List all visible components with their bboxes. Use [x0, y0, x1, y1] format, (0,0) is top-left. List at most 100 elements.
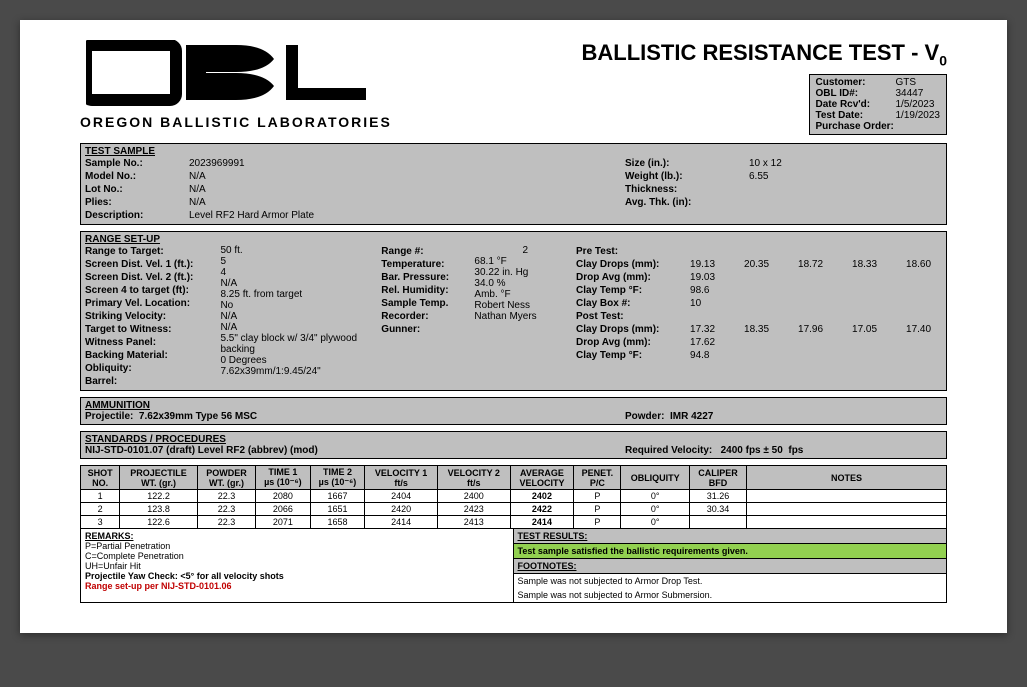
- header: OREGON BALLISTIC LABORATORIES BALLISTIC …: [80, 40, 947, 135]
- post-temp-value: 94.8: [690, 349, 709, 362]
- desc-label: Description:: [85, 209, 185, 222]
- sample-no-label: Sample No.:: [85, 157, 185, 170]
- pre-avg-label: Drop Avg (mm):: [576, 271, 686, 284]
- table-cell: 22.3: [197, 503, 255, 516]
- table-cell: [747, 490, 947, 503]
- range-setup-section: RANGE SET-UP Range to Target: Screen Dis…: [80, 231, 947, 391]
- post-drops-values: 17.3218.3517.9617.0517.40: [690, 323, 942, 336]
- obl-id-value: 34447: [896, 88, 924, 99]
- posttest-label: Post Test:: [576, 310, 686, 323]
- table-cell: 22.3: [197, 516, 255, 529]
- witness-label: Target to Witness:: [85, 323, 171, 336]
- table-row: 3122.622.320711658241424132414P0°: [81, 516, 947, 529]
- logo-block: OREGON BALLISTIC LABORATORIES: [80, 40, 392, 130]
- table-cell: P: [574, 516, 621, 529]
- table-cell: 30.34: [689, 503, 746, 516]
- powder-value: IMR 4227: [670, 411, 713, 422]
- table-cell: 31.26: [689, 490, 746, 503]
- obl-logo-icon: [86, 40, 386, 110]
- results-box: TEST RESULTS: Test sample satisfied the …: [514, 529, 947, 602]
- model-value: N/A: [189, 170, 206, 183]
- col-vel2: VELOCITY 2ft/s: [437, 466, 510, 490]
- table-cell: 1667: [310, 490, 365, 503]
- table-cell: 2: [81, 503, 120, 516]
- table-cell: 2422: [510, 503, 574, 516]
- ammunition-section: AMMUNITION Projectile: 7.62x39mm Type 56…: [80, 397, 947, 425]
- table-cell: 0°: [621, 490, 690, 503]
- size-value: 10 x 12: [749, 157, 782, 170]
- table-cell: 2414: [510, 516, 574, 529]
- remarks-header: REMARKS:: [85, 531, 509, 541]
- standards-text: NIJ-STD-0101.07 (draft) Level RF2 (abbre…: [85, 445, 625, 456]
- pretest-label: Pre Test:: [576, 245, 686, 258]
- obliq-label: Obliquity:: [85, 362, 132, 375]
- size-label: Size (in.):: [625, 157, 745, 170]
- test-date-label: Test Date:: [816, 110, 896, 121]
- customer-value: GTS: [896, 77, 917, 88]
- date-rcvd-value: 1/5/2023: [896, 99, 935, 110]
- sampt-label: Sample Temp.: [381, 297, 448, 310]
- model-label: Model No.:: [85, 170, 185, 183]
- lot-value: N/A: [189, 183, 206, 196]
- backing-label: Backing Material:: [85, 349, 168, 362]
- avgthk-label: Avg. Thk. (in):: [625, 196, 745, 209]
- pre-drops-label: Clay Drops (mm):: [576, 258, 686, 271]
- hum-label: Rel. Humidity:: [381, 284, 448, 297]
- sd1-label: Screen Dist. Vel. 1 (ft.):: [85, 258, 193, 271]
- plies-label: Plies:: [85, 196, 185, 209]
- col-shot: SHOTNO.: [81, 466, 120, 490]
- sd2-label: Screen Dist. Vel. 2 (ft.):: [85, 271, 193, 284]
- pvl-value: 8.25 ft. from target: [220, 289, 381, 300]
- page-title: BALLISTIC RESISTANCE TEST - V0: [581, 40, 947, 68]
- range-title: RANGE SET-UP: [85, 234, 942, 245]
- thickness-label: Thickness:: [625, 183, 745, 196]
- reqvel-label: Required Velocity:: [625, 445, 712, 456]
- col-time1: TIME 1µs (10⁻⁶): [256, 466, 311, 490]
- table-cell: [747, 516, 947, 529]
- obl-id-label: OBL ID#:: [816, 88, 896, 99]
- table-cell: 1: [81, 490, 120, 503]
- hum-value: 34.0: [474, 278, 493, 289]
- table-cell: 2071: [256, 516, 311, 529]
- temp-unit: °F: [497, 256, 507, 267]
- obliq-value: 0 Degrees: [220, 355, 381, 366]
- sd1-value: 5: [220, 256, 381, 267]
- weight-value: 6.55: [749, 170, 768, 183]
- title-block: BALLISTIC RESISTANCE TEST - V0 Customer:…: [581, 40, 947, 135]
- pre-temp-value: 98.6: [690, 284, 709, 297]
- reqvel-tol: ± 50: [763, 445, 782, 456]
- footnotes-header: FOOTNOTES:: [514, 558, 947, 574]
- desc-value: Level RF2 Hard Armor Plate: [189, 209, 314, 222]
- post-drops-label: Clay Drops (mm):: [576, 323, 686, 336]
- table-cell: 123.8: [120, 503, 198, 516]
- table-cell: P: [574, 490, 621, 503]
- test-sample-section: TEST SAMPLE Sample No.:2023969991 Model …: [80, 143, 947, 225]
- panel-label: Witness Panel:: [85, 336, 156, 349]
- backing-value: 5.5" clay block w/ 3/4" plywood backing: [220, 333, 381, 355]
- table-cell: 122.2: [120, 490, 198, 503]
- col-caliper: CALIPERBFD: [689, 466, 746, 490]
- test-date-value: 1/19/2023: [896, 110, 941, 121]
- strike-label: Striking Velocity:: [85, 310, 166, 323]
- bar-label: Bar. Pressure:: [381, 271, 449, 284]
- table-cell: 3: [81, 516, 120, 529]
- s4-label: Screen 4 to target (ft):: [85, 284, 189, 297]
- reqvel-tol-unit: fps: [788, 445, 803, 456]
- po-label: Purchase Order:: [816, 121, 896, 132]
- gunner-value: Nathan Myers: [474, 311, 576, 322]
- remarks-results: REMARKS: P=Partial Penetration C=Complet…: [80, 529, 947, 603]
- date-rcvd-label: Date Rcv'd:: [816, 99, 896, 110]
- table-cell: 2404: [365, 490, 438, 503]
- temp-label: Temperature:: [381, 258, 444, 271]
- sampt-value: Amb.: [474, 289, 497, 300]
- post-temp-label: Clay Temp °F:: [576, 349, 686, 362]
- col-time2: TIME 2µs (10⁻⁶): [310, 466, 365, 490]
- table-cell: 2423: [437, 503, 510, 516]
- results-header: TEST RESULTS:: [514, 529, 947, 544]
- range-target-value: 50 ft.: [220, 245, 381, 256]
- col-obliq: OBLIQUITY: [621, 466, 690, 490]
- table-cell: [689, 516, 746, 529]
- box-value: 10: [690, 297, 701, 310]
- table-cell: 2413: [437, 516, 510, 529]
- col-projwt: PROJECTILEWT. (gr.): [120, 466, 198, 490]
